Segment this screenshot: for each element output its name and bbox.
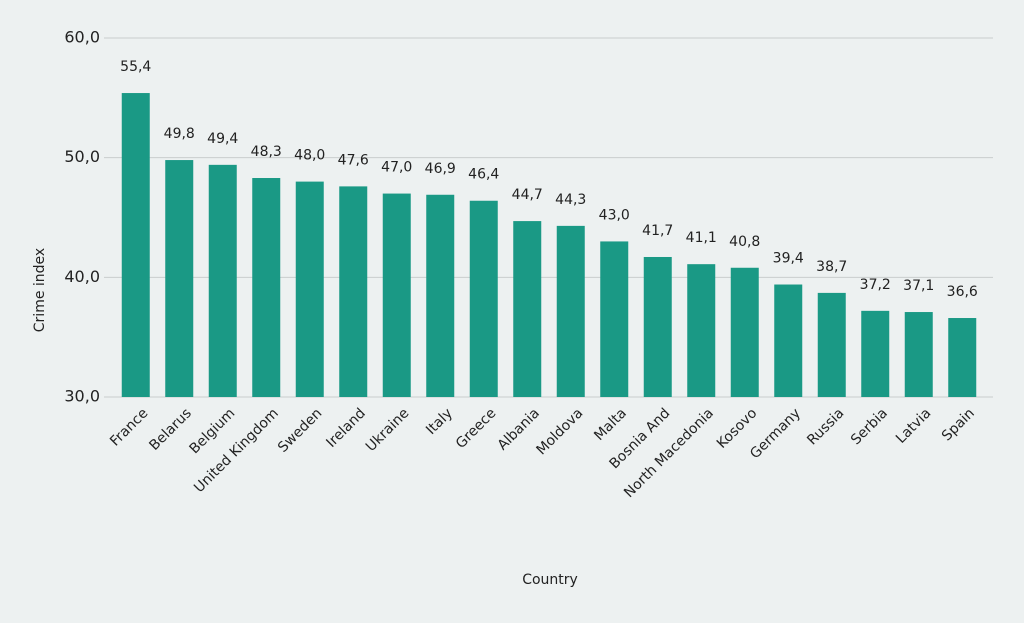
bar bbox=[556, 225, 585, 397]
y-tick-label: 30,0 bbox=[64, 387, 100, 406]
x-axis-title: Country bbox=[522, 572, 578, 588]
bar bbox=[600, 241, 629, 397]
value-label: 49,4 bbox=[207, 131, 238, 147]
value-label: 44,3 bbox=[555, 192, 586, 208]
value-label: 41,7 bbox=[642, 223, 673, 239]
bar bbox=[687, 264, 716, 397]
x-tick-label: Sweden bbox=[275, 405, 325, 455]
x-tick-label: France bbox=[107, 405, 151, 449]
bar bbox=[426, 194, 455, 397]
value-label: 37,1 bbox=[903, 278, 934, 294]
value-label: 47,6 bbox=[338, 152, 369, 168]
y-axis-title: Crime index bbox=[32, 248, 48, 332]
y-tick-label: 50,0 bbox=[64, 147, 100, 166]
bar bbox=[513, 221, 542, 397]
value-label: 48,0 bbox=[294, 148, 325, 164]
value-label: 39,4 bbox=[773, 251, 804, 267]
y-tick-label: 60,0 bbox=[64, 28, 100, 47]
bar bbox=[904, 312, 933, 397]
x-tick-label: Serbia bbox=[848, 405, 891, 448]
value-label: 47,0 bbox=[381, 160, 412, 176]
value-label: 46,4 bbox=[468, 167, 499, 183]
bar bbox=[817, 292, 846, 397]
value-label: 38,7 bbox=[816, 259, 847, 275]
bar bbox=[774, 284, 803, 397]
bar bbox=[121, 93, 150, 398]
value-label: 40,8 bbox=[729, 234, 760, 250]
value-label: 49,8 bbox=[164, 126, 195, 142]
bar bbox=[730, 267, 759, 397]
x-tick-label: Malta bbox=[591, 405, 630, 444]
value-label: 44,7 bbox=[512, 187, 543, 203]
x-tick-label: Moldova bbox=[533, 405, 586, 458]
x-tick-label: Italy bbox=[423, 405, 456, 438]
bar bbox=[295, 181, 324, 397]
bar bbox=[252, 178, 281, 397]
value-label: 46,9 bbox=[425, 161, 456, 177]
bar bbox=[643, 256, 672, 397]
bar bbox=[382, 193, 411, 397]
value-label: 41,1 bbox=[686, 230, 717, 246]
value-label: 36,6 bbox=[947, 284, 978, 300]
y-tick-label: 40,0 bbox=[64, 267, 100, 286]
value-label: 55,4 bbox=[120, 59, 151, 75]
bar bbox=[948, 318, 977, 397]
x-tick-label: Spain bbox=[939, 405, 978, 444]
bar bbox=[165, 160, 194, 397]
value-label: 37,2 bbox=[860, 277, 891, 293]
x-tick-label: United Kingdom bbox=[191, 405, 282, 496]
value-label: 48,3 bbox=[251, 144, 282, 160]
x-tick-label: Russia bbox=[804, 405, 847, 448]
bar bbox=[469, 200, 498, 397]
bar bbox=[339, 186, 368, 397]
bar bbox=[208, 164, 237, 397]
x-tick-label: Greece bbox=[453, 405, 500, 452]
x-tick-label: Latvia bbox=[893, 405, 934, 446]
x-tick-label: Ukraine bbox=[363, 405, 413, 455]
value-label: 43,0 bbox=[599, 207, 630, 223]
bar bbox=[861, 310, 890, 397]
